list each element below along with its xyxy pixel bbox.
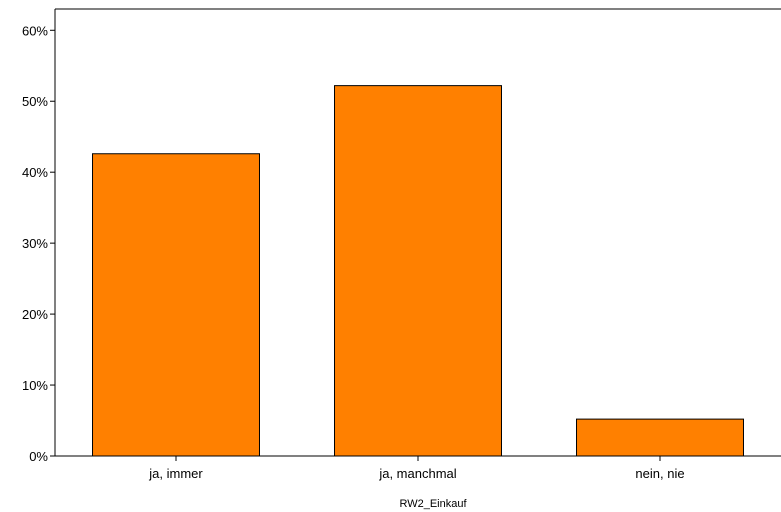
- x-category-label: ja, immer: [148, 466, 203, 481]
- y-axis-ticks: 0% 10% 20% 30% 40% 50% 60%: [22, 23, 55, 464]
- y-tick-label: 50%: [22, 94, 48, 109]
- bars-layer: [92, 85, 744, 457]
- bar-2: [576, 418, 744, 457]
- x-category-label: ja, manchmal: [378, 466, 456, 481]
- y-tick-label: 20%: [22, 307, 48, 322]
- bar-0: [92, 153, 260, 457]
- x-axis-ticks: ja, immer ja, manchmal nein, nie: [148, 456, 685, 481]
- x-category-label: nein, nie: [635, 466, 684, 481]
- y-tick-label: 60%: [22, 23, 48, 38]
- y-tick-label: 40%: [22, 165, 48, 180]
- y-tick-label: 30%: [22, 236, 48, 251]
- x-axis-title: RW2_Einkauf: [399, 498, 467, 510]
- y-tick-label: 10%: [22, 378, 48, 393]
- bar-1: [334, 85, 502, 457]
- y-tick-label: 0%: [29, 449, 48, 464]
